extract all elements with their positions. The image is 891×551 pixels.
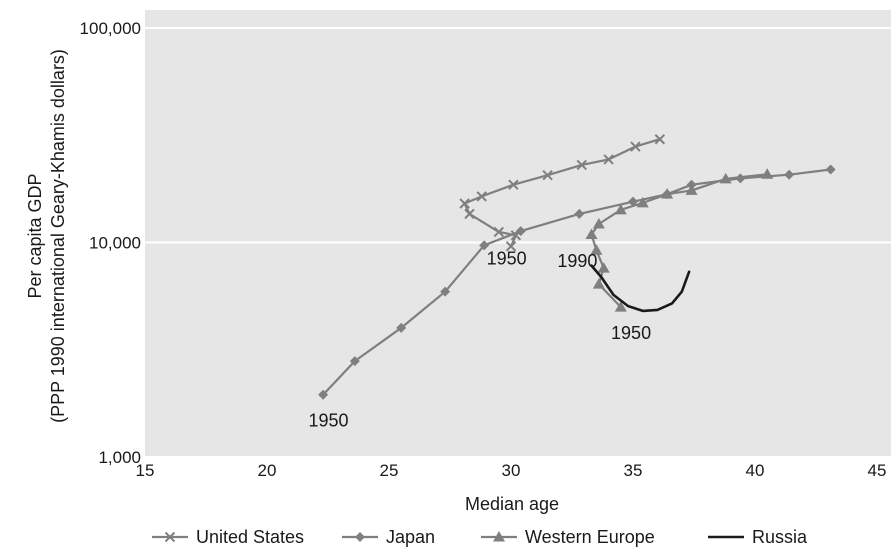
data-point [590, 244, 603, 255]
data-point [476, 191, 487, 202]
x-tick-label: 30 [502, 461, 521, 480]
annotation-label: 1950 [611, 323, 651, 343]
data-point [784, 169, 795, 180]
data-point [585, 228, 598, 239]
legend: United States Japan Western Europe Russia [152, 527, 808, 547]
x-tick-label: 35 [624, 461, 643, 480]
grid-lines [145, 27, 891, 458]
data-point [576, 159, 587, 171]
series-layer [318, 134, 836, 400]
data-point [464, 208, 475, 220]
legend-label: Russia [752, 527, 808, 547]
legend-marker [493, 531, 505, 542]
legend-label: Western Europe [525, 527, 655, 547]
data-point [542, 169, 553, 181]
legend-label: United States [196, 527, 304, 547]
legend-item-0: United States [152, 527, 304, 547]
y-tick-labels: 1,000 10,000 100,000 [80, 19, 141, 467]
data-point [630, 141, 641, 152]
data-point [636, 196, 649, 208]
legend-item-2: Western Europe [481, 527, 655, 547]
data-point [508, 179, 519, 190]
data-point [318, 389, 329, 400]
legend-marker [355, 532, 365, 542]
x-tick-label: 40 [746, 461, 765, 480]
data-point [592, 278, 605, 289]
x-axis-title: Median age [465, 494, 559, 514]
series-line [590, 264, 691, 313]
data-point [685, 184, 698, 195]
data-point [614, 203, 627, 215]
y-axis-title-line1: Per capita GDP [25, 173, 45, 298]
annotation-label: 1950 [308, 410, 348, 430]
data-point [654, 134, 666, 145]
legend-item-1: Japan [342, 527, 435, 547]
series-3 [590, 264, 691, 313]
data-point [761, 168, 774, 179]
y-tick-label: 100,000 [80, 19, 141, 38]
x-tick-label: 25 [380, 461, 399, 480]
legend-item-3: Russia [708, 527, 808, 547]
data-point [349, 356, 360, 367]
y-tick-label: 1,000 [98, 448, 141, 467]
data-point [396, 322, 407, 333]
y-tick-label: 10,000 [89, 234, 141, 253]
data-point [597, 262, 610, 273]
data-point [505, 241, 517, 252]
data-point [719, 172, 732, 184]
data-point [603, 154, 614, 165]
series-2 [585, 168, 774, 312]
data-point [825, 164, 836, 175]
legend-marker [164, 531, 176, 543]
data-point [459, 198, 470, 209]
data-point [493, 226, 505, 238]
series-line [463, 138, 661, 248]
data-point [661, 188, 674, 199]
x-tick-label: 15 [136, 461, 155, 480]
data-point [515, 226, 526, 237]
data-point [574, 208, 585, 219]
x-tick-label: 20 [258, 461, 277, 480]
y-axis-title-line2: (PPP 1990 international Geary-Khamis dol… [48, 49, 68, 423]
annotation-label: 1950 [487, 248, 527, 268]
data-point [592, 217, 605, 229]
data-point [479, 240, 490, 251]
x-tick-label: 45 [868, 461, 887, 480]
data-point [440, 286, 451, 297]
data-point [614, 301, 627, 312]
annotation-label: 1990 [557, 251, 597, 271]
x-tick-labels: 15 20 25 30 35 40 45 [136, 461, 887, 480]
annotations: 1950 1950 1990 1950 [308, 248, 651, 430]
legend-label: Japan [386, 527, 435, 547]
